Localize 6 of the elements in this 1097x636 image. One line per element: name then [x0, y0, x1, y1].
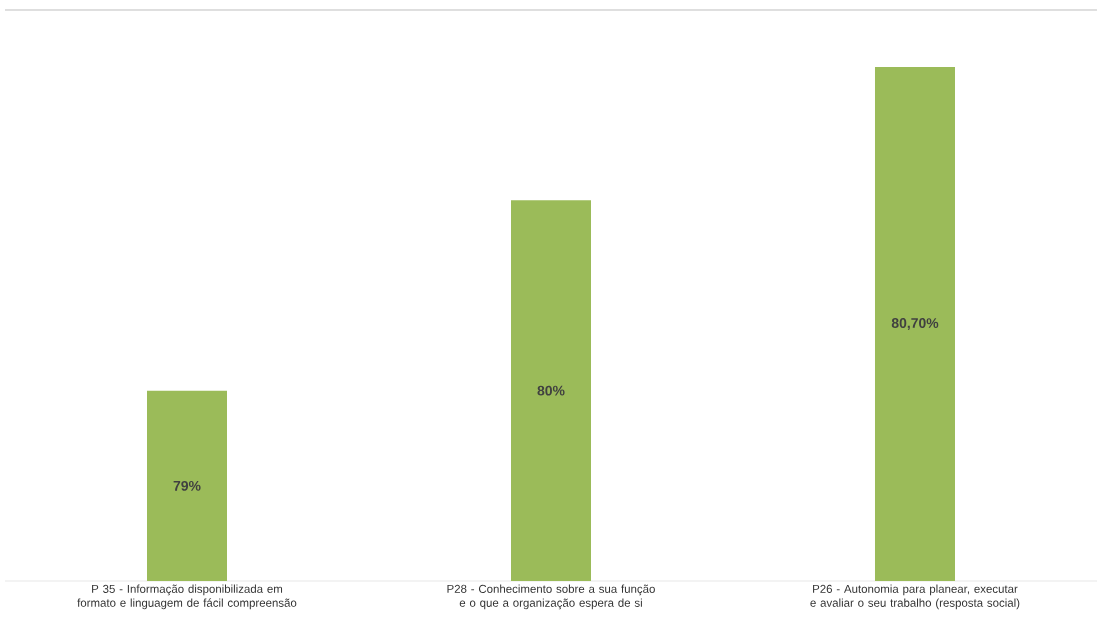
- data-label: 80%: [537, 385, 565, 396]
- data-label: 79%: [173, 480, 201, 491]
- data-label: 80,70%: [891, 318, 939, 330]
- x-tick-label: P 35 - Informação disponibilizada em formato e linguagem de fácil compreensão: [77, 584, 297, 610]
- x-tick-label: P26 - Autonomia para planear, executar e avaliar o seu trabalho (resposta social): [810, 584, 1020, 610]
- x-tick-label: P28 - Conhecimento sobre a sua função e o que a organização espera de si: [447, 584, 655, 610]
